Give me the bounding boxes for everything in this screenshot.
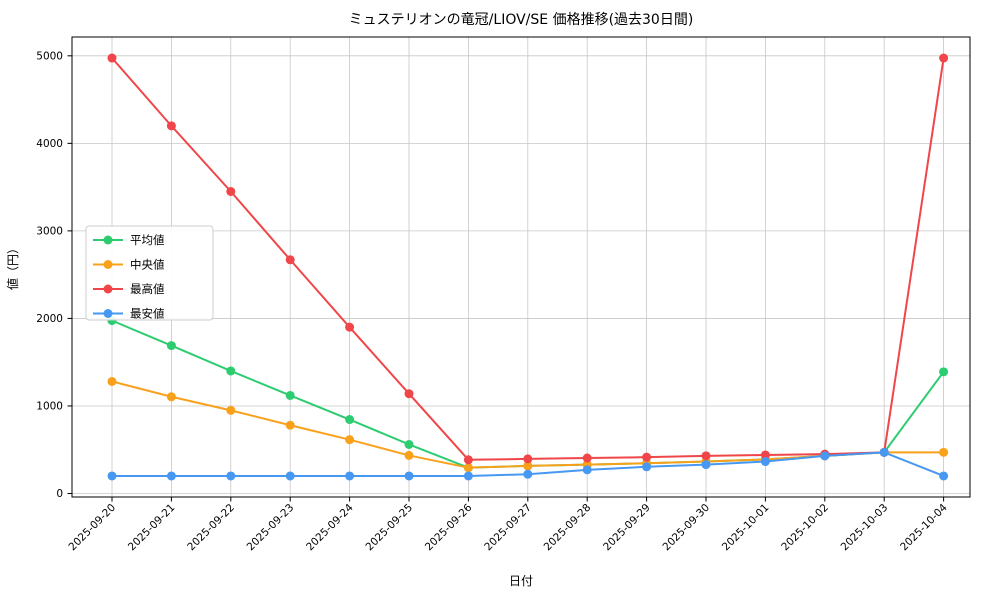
- series-marker-median: [523, 461, 533, 471]
- series-marker-min: [166, 471, 176, 481]
- series-marker-max: [166, 121, 176, 131]
- series-marker-median: [107, 376, 117, 386]
- series-marker-average: [404, 439, 414, 449]
- legend-marker-min: [103, 309, 113, 318]
- series-marker-median: [404, 450, 414, 460]
- series-marker-min: [523, 469, 533, 479]
- y-tick-label: 4000: [36, 138, 63, 150]
- series-marker-median: [345, 435, 355, 445]
- series-marker-max: [760, 450, 770, 460]
- x-tick-label: 2025-09-29: [601, 502, 653, 554]
- legend-label-min: 最安値: [130, 307, 165, 321]
- series-marker-max: [107, 53, 117, 63]
- series-marker-min: [939, 471, 949, 481]
- chart-title: ミュステリオンの竜冠/LIOV/SE 価格推移(過去30日間): [349, 11, 694, 28]
- series-marker-median: [285, 420, 295, 430]
- legend-marker-average: [103, 235, 113, 245]
- y-axis-label: 値（円）: [5, 242, 20, 290]
- series-marker-max: [345, 322, 355, 332]
- legend-box: [85, 225, 214, 321]
- x-tick-label: 2025-10-02: [779, 502, 831, 554]
- x-tick-label: 2025-10-01: [720, 502, 772, 554]
- series-marker-median: [226, 405, 236, 415]
- legend-label-median: 中央値: [130, 258, 165, 272]
- legend-marker-max: [103, 284, 113, 294]
- series-marker-min: [463, 471, 473, 481]
- y-tick-label: 1000: [36, 400, 63, 412]
- series-marker-min: [345, 471, 355, 481]
- series-marker-min: [404, 471, 414, 481]
- series-marker-median: [166, 392, 176, 402]
- x-tick-label: 2025-09-26: [423, 501, 475, 553]
- legend-marker-median: [103, 260, 113, 269]
- x-tick-label: 2025-09-23: [245, 502, 297, 554]
- x-tick-label: 2025-09-25: [363, 502, 415, 554]
- series-marker-min: [760, 457, 770, 467]
- series-marker-average: [345, 415, 355, 425]
- series-marker-max: [939, 53, 949, 63]
- series-marker-median: [463, 463, 473, 473]
- y-tick-label: 3000: [36, 225, 63, 237]
- x-tick-label: 2025-10-03: [839, 502, 891, 554]
- series-marker-max: [642, 452, 652, 462]
- x-tick-label: 2025-09-28: [542, 502, 594, 554]
- y-tick-label: 0: [56, 488, 63, 500]
- series-marker-min: [701, 460, 711, 470]
- series-marker-average: [226, 366, 236, 376]
- series-marker-min: [582, 465, 592, 475]
- x-tick-label: 2025-10-04: [898, 501, 950, 553]
- series-marker-min: [226, 471, 236, 481]
- series-marker-min: [642, 462, 652, 472]
- x-tick-label: 2025-09-24: [304, 501, 356, 553]
- y-tick-label: 5000: [36, 50, 63, 62]
- series-marker-max: [582, 453, 592, 463]
- x-tick-label: 2025-09-20: [66, 502, 118, 554]
- series-marker-average: [285, 390, 295, 400]
- series-marker-min: [820, 451, 830, 461]
- series-marker-max: [463, 455, 473, 465]
- series-marker-min: [107, 471, 117, 481]
- x-tick-label: 2025-09-21: [126, 502, 178, 554]
- y-tick-label: 2000: [36, 313, 63, 325]
- series-marker-max: [404, 389, 414, 399]
- series-marker-average: [166, 341, 176, 351]
- series-marker-max: [226, 187, 236, 197]
- legend-label-average: 平均値: [130, 233, 165, 247]
- series-marker-min: [285, 471, 295, 481]
- x-tick-label: 2025-09-22: [185, 502, 237, 554]
- x-tick-label: 2025-09-27: [482, 502, 534, 554]
- series-marker-max: [285, 255, 295, 265]
- x-axis-label: 日付: [509, 574, 533, 588]
- series-marker-min: [879, 447, 889, 457]
- series-marker-max: [701, 451, 711, 461]
- legend-label-max: 最高値: [130, 282, 165, 296]
- series-marker-max: [523, 454, 533, 464]
- series-marker-average: [939, 367, 949, 377]
- plot-frame: [71, 36, 971, 498]
- series-marker-median: [939, 447, 949, 457]
- x-tick-label: 2025-09-30: [660, 502, 712, 554]
